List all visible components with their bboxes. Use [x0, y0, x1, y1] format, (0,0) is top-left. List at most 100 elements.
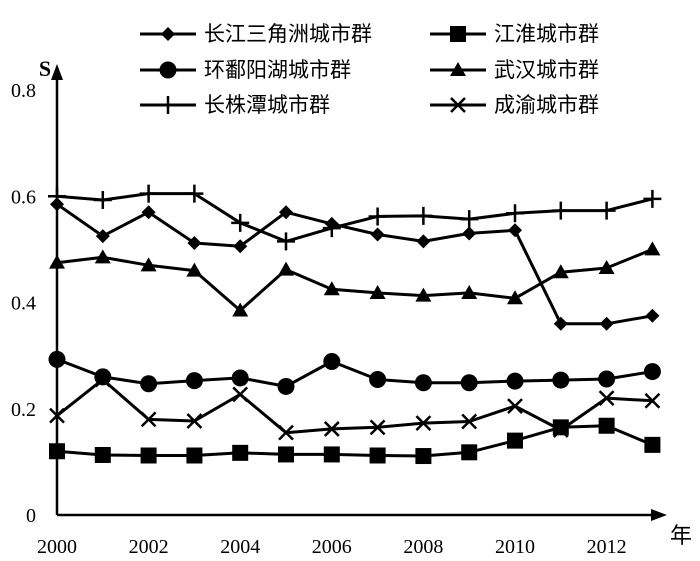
data-point [598, 259, 615, 274]
data-point [49, 254, 65, 269]
data-point [94, 446, 111, 463]
data-point [186, 262, 203, 277]
x-axis-title: 年 [670, 524, 692, 549]
legend-marker [159, 61, 177, 79]
data-point [460, 210, 479, 229]
series-plus [48, 184, 662, 251]
x-tick-label: 2010 [495, 536, 535, 558]
x-tick-label: 2012 [587, 536, 627, 558]
legend-item: 成渝城市群 [430, 93, 599, 117]
data-point [598, 417, 615, 434]
data-point [185, 184, 204, 203]
data-point [323, 421, 340, 437]
legend-marker [159, 96, 177, 114]
data-point [644, 392, 661, 409]
data-point [323, 446, 340, 463]
data-point [507, 432, 523, 449]
data-point [94, 371, 111, 388]
legend-label: 长株潭城市群 [204, 93, 330, 117]
data-point [323, 352, 341, 370]
data-point [323, 281, 340, 296]
data-point [461, 413, 478, 430]
data-point [462, 226, 477, 241]
legend-label: 成渝城市群 [494, 93, 599, 117]
series-triangle [49, 241, 661, 317]
y-axis-title: S [39, 56, 51, 81]
legend-item: 长株潭城市群 [140, 93, 330, 117]
data-point [369, 284, 386, 299]
data-point [93, 190, 112, 209]
data-point [277, 232, 295, 251]
legend-item: 环鄱阳湖城市群 [140, 58, 351, 82]
data-point [49, 443, 65, 460]
legend-marker [161, 27, 175, 41]
series-group [48, 184, 662, 465]
data-point [507, 398, 523, 414]
data-point [278, 424, 294, 441]
data-point [186, 447, 203, 464]
x-tick-label: 2000 [37, 536, 77, 558]
data-point [506, 204, 524, 223]
data-point [140, 411, 157, 428]
y-tick-label: 0.8 [11, 80, 36, 102]
data-point [233, 239, 248, 254]
data-point [416, 234, 431, 249]
legend-item: 长江三角洲城市群 [140, 22, 372, 46]
data-point [507, 290, 523, 305]
data-point [415, 448, 432, 465]
data-point [414, 206, 433, 225]
data-point [231, 369, 249, 387]
y-tick-label: 0.4 [11, 293, 36, 315]
series-diamond [50, 197, 660, 331]
data-point [598, 390, 615, 407]
x-tick-label: 2002 [129, 536, 169, 558]
data-point [279, 205, 293, 220]
data-point [598, 370, 616, 388]
data-point [506, 372, 524, 390]
series-circle [48, 350, 661, 395]
y-tick-label: 0 [26, 505, 36, 527]
data-point [232, 386, 249, 403]
data-point [461, 444, 478, 461]
legend-label: 江淮城市群 [494, 22, 599, 46]
data-point [552, 264, 569, 279]
data-point [232, 302, 249, 317]
data-point [49, 407, 65, 424]
data-point [94, 249, 111, 264]
data-point [139, 184, 158, 203]
y-ticks: 0 0.2 0.4 0.6 0.8 [11, 80, 36, 527]
data-point [414, 374, 432, 392]
data-point [370, 227, 385, 242]
data-point [368, 207, 387, 226]
data-point [140, 447, 157, 464]
data-point [141, 205, 156, 220]
y-tick-label: 0.2 [11, 399, 36, 421]
legend-label: 环鄱阳湖城市群 [204, 58, 351, 82]
data-point [415, 287, 432, 302]
series-line [56, 248, 653, 312]
data-point [369, 371, 387, 389]
x-axis-arrow [651, 509, 667, 521]
data-point [95, 229, 110, 244]
data-point [48, 187, 66, 206]
data-point [140, 257, 157, 272]
data-point [599, 316, 614, 331]
data-point [643, 363, 661, 381]
x-tick-label: 2008 [403, 536, 443, 558]
x-ticks: 2000 2002 2004 2006 2008 2010 2012 [37, 536, 627, 558]
data-point [140, 375, 158, 393]
legend-label: 长江三角洲城市群 [204, 22, 372, 46]
data-point [552, 371, 570, 389]
data-point [553, 316, 568, 331]
data-point [278, 446, 294, 463]
data-point [278, 261, 294, 276]
data-point [644, 436, 661, 453]
data-point [552, 422, 569, 438]
x-tick-label: 2006 [312, 536, 352, 558]
data-point [415, 415, 432, 431]
data-point [369, 447, 386, 464]
x-tick-label: 2004 [220, 536, 260, 558]
data-point [461, 284, 478, 299]
data-point [551, 201, 570, 220]
